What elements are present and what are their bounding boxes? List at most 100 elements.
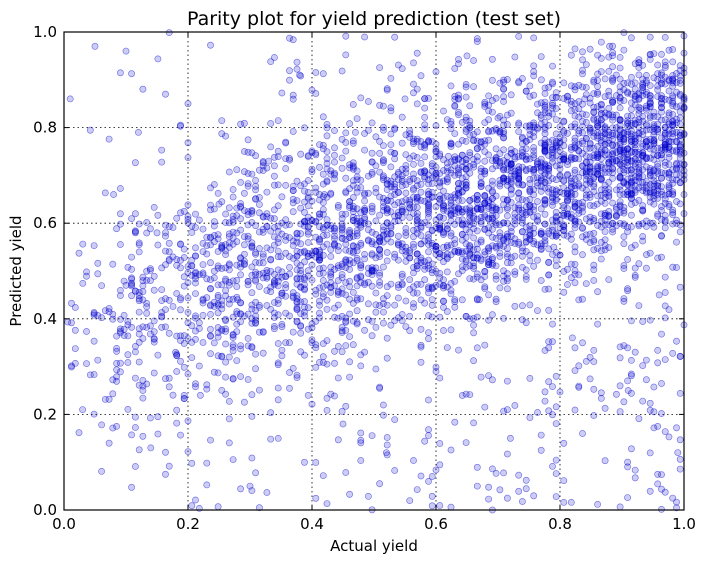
scatter-point (122, 47, 130, 55)
scatter-point (413, 250, 421, 258)
scatter-point (346, 490, 353, 498)
scatter-point (357, 239, 365, 247)
scatter-point (259, 228, 267, 236)
scatter-point (150, 328, 158, 336)
scatter-point (515, 119, 523, 127)
scatter-point (86, 371, 94, 379)
scatter-point (635, 196, 643, 204)
scatter-point (470, 195, 477, 202)
scatter-point (117, 210, 124, 218)
scatter-point (338, 223, 346, 231)
scatter-point (289, 364, 297, 372)
scatter-point (624, 377, 631, 385)
scatter-point (443, 253, 451, 261)
scatter-point (135, 338, 143, 346)
scatter-point (462, 166, 470, 173)
scatter-point (154, 430, 162, 438)
scatter-point (473, 204, 481, 212)
scatter-point (582, 61, 590, 68)
scatter-point (184, 139, 192, 147)
scatter-point (312, 363, 320, 371)
scatter-point (379, 142, 387, 149)
scatter-point (428, 296, 436, 303)
scatter-point (417, 232, 425, 239)
scatter-point (357, 362, 365, 370)
scatter-point (515, 189, 523, 197)
scatter-point (312, 494, 320, 502)
scatter-point (131, 463, 139, 470)
scatter-point (117, 185, 124, 192)
scatter-point (537, 111, 545, 119)
scatter-point (650, 408, 658, 416)
scatter-point (146, 266, 154, 274)
scatter-point (654, 86, 662, 94)
scatter-point (265, 157, 272, 165)
scatter-point (451, 296, 459, 304)
scatter-point (83, 360, 90, 367)
scatter-point (368, 158, 376, 166)
scatter-point (177, 296, 184, 304)
scatter-point (382, 449, 390, 456)
scatter-point (252, 298, 259, 306)
scatter-point (425, 432, 432, 439)
scatter-point (643, 217, 650, 225)
scatter-point (503, 111, 511, 119)
scatter-point (90, 311, 98, 319)
scatter-point (458, 216, 466, 224)
scatter-point (214, 352, 222, 360)
scatter-point (526, 257, 534, 265)
scatter-point (113, 332, 120, 340)
scatter-point (545, 83, 553, 91)
scatter-point (609, 97, 616, 104)
scatter-point (117, 292, 124, 299)
scatter-point (188, 459, 196, 467)
scatter-point (455, 164, 462, 172)
scatter-point (308, 339, 316, 347)
scatter-point (436, 502, 444, 509)
scatter-point (618, 162, 626, 170)
scatter-point (406, 276, 414, 284)
scatter-point (620, 342, 628, 349)
scatter-point (485, 245, 492, 253)
scatter-point (473, 463, 481, 471)
scatter-point (323, 500, 331, 507)
scatter-point (654, 160, 662, 168)
scatter-point (605, 178, 613, 186)
scatter-point (225, 353, 233, 361)
scatter-point (537, 139, 545, 147)
scatter-point (541, 397, 549, 405)
scatter-point (177, 431, 184, 439)
scatter-point (530, 62, 538, 70)
scatter-point (654, 480, 662, 488)
scatter-point (470, 419, 477, 427)
scatter-point (162, 90, 169, 98)
scatter-point (368, 202, 376, 210)
scatter-point (631, 173, 639, 181)
scatter-point (331, 232, 338, 240)
scatter-point (214, 333, 222, 341)
scatter-point (368, 332, 376, 340)
scatter-point (376, 272, 383, 279)
scatter-point (109, 260, 117, 268)
scatter-point (267, 246, 275, 254)
scatter-point (184, 294, 192, 302)
scatter-point (481, 170, 489, 178)
scatter-point (477, 165, 485, 173)
scatter-point (218, 386, 226, 394)
scatter-point (413, 280, 421, 288)
scatter-point (214, 369, 222, 377)
scatter-point (346, 333, 353, 340)
scatter-point (105, 439, 113, 447)
scatter-point (564, 190, 571, 198)
scatter-point (387, 130, 395, 138)
scatter-point (519, 252, 526, 260)
scatter-point (534, 182, 541, 190)
scatter-point (364, 492, 372, 500)
scatter-point (338, 154, 346, 162)
scatter-point (286, 339, 293, 347)
scatter-point (575, 362, 583, 370)
scatter-point (334, 288, 342, 296)
scatter-point (616, 503, 624, 511)
scatter-point (252, 250, 259, 258)
scatter-point (669, 206, 677, 214)
